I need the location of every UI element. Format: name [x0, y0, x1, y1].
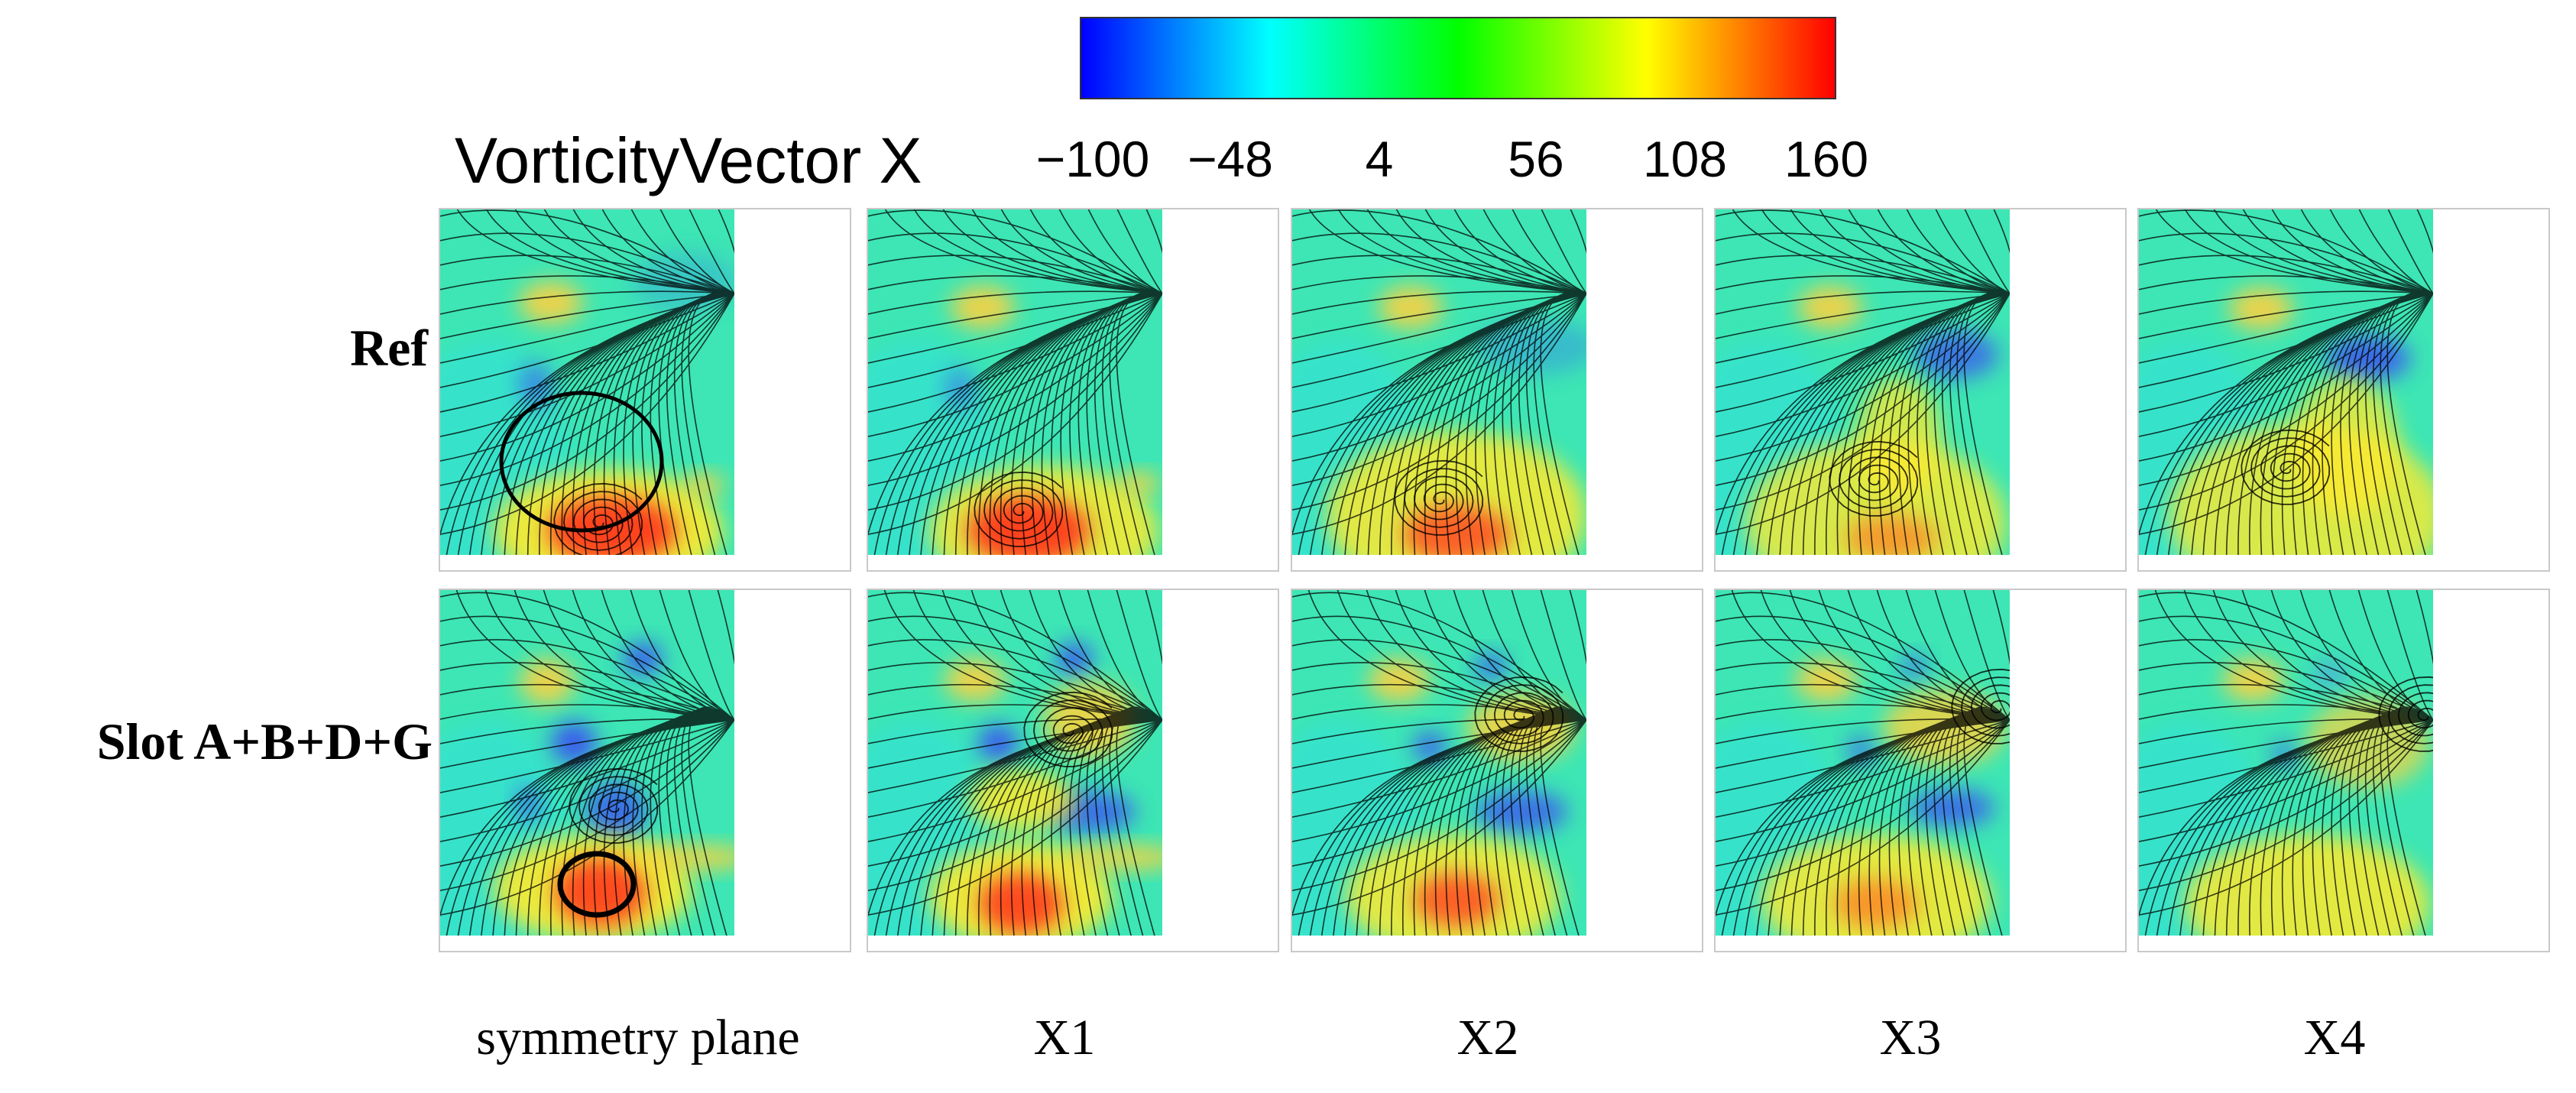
contour-panel [2137, 589, 2550, 952]
contour-panel [439, 208, 851, 572]
column-label-x4: X4 [2303, 1010, 2366, 1065]
row-label-slot: Slot A+B+D+G [96, 712, 433, 770]
colorbar-title: VorticityVector X [455, 125, 922, 196]
column-label-x3: X3 [1879, 1010, 1942, 1065]
contour-panel [2137, 208, 2550, 572]
colorbar-tick-label: 4 [1365, 131, 1394, 187]
column-label-x1: X1 [1033, 1010, 1096, 1065]
contour-panel [1291, 589, 1703, 952]
contour-panel [1714, 208, 2127, 572]
contour-panel [1291, 208, 1703, 572]
colorbar-tick-label: 160 [1784, 131, 1869, 187]
contour-panel [1714, 589, 2127, 952]
colorbar-tick-label: −48 [1188, 131, 1273, 187]
row-label-ref: Ref [350, 319, 428, 377]
colorbar [1080, 17, 1836, 99]
colorbar-tick-label: 56 [1508, 131, 1564, 187]
colorbar-tick-label: 108 [1642, 131, 1728, 187]
column-label-symmetry-plane: symmetry plane [476, 1010, 800, 1065]
contour-panel [439, 589, 851, 952]
column-label-x2: X2 [1456, 1010, 1519, 1065]
colorbar-tick-label: −100 [1035, 131, 1150, 187]
contour-panel [867, 589, 1279, 952]
contour-panel [867, 208, 1279, 572]
